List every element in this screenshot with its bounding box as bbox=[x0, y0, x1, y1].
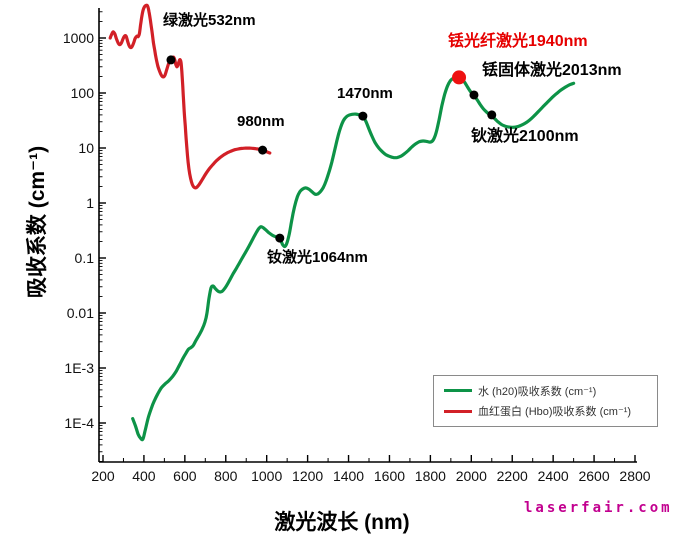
x-tick-label: 200 bbox=[91, 468, 115, 484]
legend-label-water: 水 (h20)吸收系数 (cm⁻¹) bbox=[478, 385, 597, 398]
x-tick-label: 2400 bbox=[538, 468, 569, 484]
y-tick-label: 1000 bbox=[63, 30, 94, 46]
marker-2100nm bbox=[487, 110, 497, 120]
x-tick-label: 600 bbox=[173, 468, 197, 484]
marker-980nm bbox=[258, 145, 268, 155]
legend-item-hemoglobin: 血红蛋白 (Hbo)吸收系数 (cm⁻¹) bbox=[434, 403, 657, 419]
marker-1064nm bbox=[275, 233, 285, 243]
annotation-980nm: 980nm bbox=[237, 113, 285, 130]
y-tick-label: 1E-4 bbox=[64, 415, 94, 431]
y-axis-title: 吸收系数 (cm⁻¹) bbox=[26, 145, 49, 299]
x-tick-label: 2800 bbox=[619, 468, 650, 484]
annotation-2013nm: 铥固体激光2013nm bbox=[482, 62, 622, 79]
annotation-2100nm: 钬激光2100nm bbox=[471, 128, 579, 145]
y-tick-label: 0.01 bbox=[67, 305, 94, 321]
marker-1940nm bbox=[452, 70, 467, 85]
y-tick-label: 10 bbox=[78, 140, 94, 156]
x-tick-label: 2600 bbox=[578, 468, 609, 484]
x-tick-label: 1400 bbox=[333, 468, 364, 484]
legend-line-water-icon bbox=[444, 389, 472, 393]
annotation-1470nm: 1470nm bbox=[337, 85, 393, 102]
x-tick-label: 1600 bbox=[374, 468, 405, 484]
legend-line-hemoglobin-icon bbox=[444, 409, 472, 413]
annotation-532nm: 绿激光532nm bbox=[163, 12, 256, 29]
x-tick-label: 1200 bbox=[292, 468, 323, 484]
x-tick-label: 400 bbox=[132, 468, 156, 484]
watermark: laserfair.com bbox=[524, 500, 673, 516]
marker-1470nm bbox=[358, 111, 368, 121]
x-tick-label: 800 bbox=[214, 468, 238, 484]
marker-532nm bbox=[166, 55, 176, 65]
x-tick-label: 1000 bbox=[251, 468, 282, 484]
legend: 水 (h20)吸收系数 (cm⁻¹) 血红蛋白 (Hbo)吸收系数 (cm⁻¹) bbox=[433, 375, 658, 427]
water-curve bbox=[131, 75, 576, 442]
y-tick-label: 0.1 bbox=[75, 250, 95, 266]
x-tick-label: 2000 bbox=[456, 468, 487, 484]
hemoglobin-curve bbox=[108, 3, 272, 190]
legend-label-hemoglobin: 血红蛋白 (Hbo)吸收系数 (cm⁻¹) bbox=[478, 406, 632, 419]
y-tick-label: 1 bbox=[86, 195, 94, 211]
annotation-1064nm: 钕激光1064nm bbox=[267, 249, 368, 266]
annotation-1940nm: 铥光纤激光1940nm bbox=[448, 33, 588, 50]
x-axis-title: 激光波长 (nm) bbox=[274, 511, 410, 534]
marker-2013nm bbox=[469, 90, 479, 100]
y-tick-label: 100 bbox=[71, 85, 95, 101]
y-tick-label: 1E-3 bbox=[64, 360, 94, 376]
x-tick-label: 2200 bbox=[497, 468, 528, 484]
x-tick-label: 1800 bbox=[415, 468, 446, 484]
legend-item-water: 水 (h20)吸收系数 (cm⁻¹) bbox=[434, 383, 657, 399]
